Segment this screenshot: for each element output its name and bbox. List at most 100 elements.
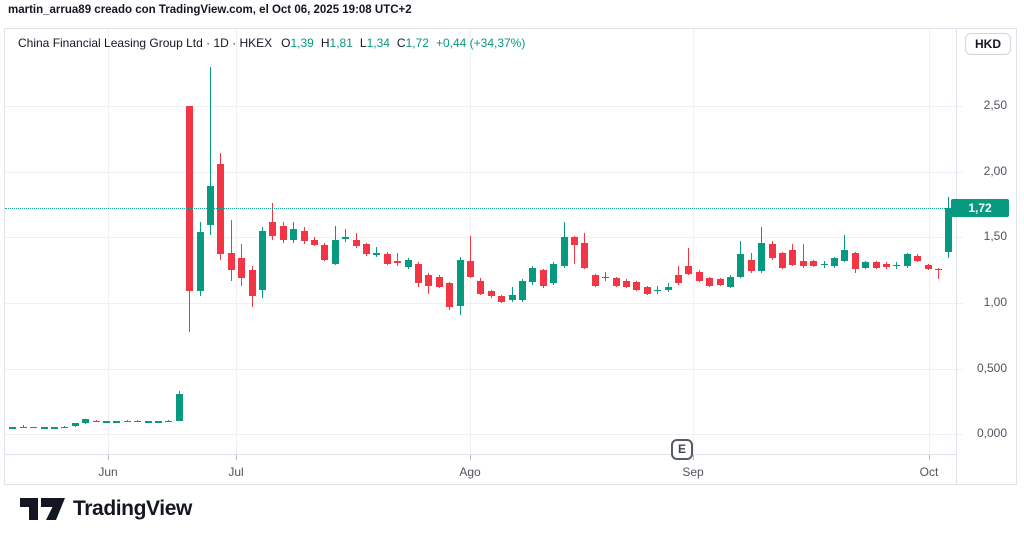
open-value: 1,39 — [290, 36, 314, 50]
candle-body — [19, 426, 27, 428]
candle-wick — [469, 236, 471, 278]
high-value: 1,81 — [329, 36, 353, 50]
chart-card: China Financial Leasing Group Ltd · 1D ·… — [4, 28, 1017, 485]
candle-body — [799, 261, 807, 267]
candle-body — [498, 296, 506, 302]
candle-wick — [511, 287, 513, 302]
candle-body — [539, 270, 547, 286]
candle-body — [165, 420, 173, 423]
month-label: Jul — [228, 465, 244, 479]
currency-button[interactable]: HKD — [965, 33, 1011, 55]
candle-body — [903, 254, 911, 267]
tradingview-logo[interactable]: TradingView — [20, 497, 192, 521]
price-axis-label: 0,000 — [976, 426, 1007, 441]
month-gridline — [236, 29, 237, 454]
month-tick — [470, 455, 471, 460]
price-gridline — [5, 171, 963, 173]
candle-wick — [345, 229, 347, 243]
open-label: O — [281, 36, 291, 50]
candle-body — [113, 421, 121, 423]
high-label: H — [320, 36, 330, 50]
chart-header: China Financial Leasing Group Ltd · 1D ·… — [18, 36, 525, 50]
candle-body — [331, 239, 339, 264]
candle-body — [123, 420, 131, 423]
candle-body — [726, 276, 734, 288]
price-axis[interactable]: 2,50 2,00 1,50 1,00 0,500 0,000 — [956, 29, 1018, 454]
candle-wick — [12, 426, 14, 428]
price-gridline — [5, 434, 963, 436]
candle-body — [446, 283, 454, 307]
candle-wick — [937, 267, 939, 280]
candle-body — [654, 289, 662, 292]
month-label: Oct — [919, 465, 939, 479]
month-gridline — [929, 29, 930, 454]
candle-body — [394, 261, 402, 263]
candle-body — [664, 287, 672, 290]
candle-body — [570, 237, 578, 246]
candle-body — [404, 259, 412, 268]
candle-body — [61, 426, 69, 428]
candle-body — [518, 280, 526, 301]
candle-wick — [230, 220, 232, 281]
candle-wick — [272, 203, 274, 240]
price-axis-label: 1,00 — [983, 295, 1007, 309]
candle-body — [206, 186, 214, 226]
candle-body — [373, 253, 381, 255]
candle-body — [71, 423, 79, 427]
candle-body — [758, 242, 766, 272]
month-tick — [929, 455, 930, 460]
candle-body — [456, 259, 464, 306]
candle-wick — [688, 247, 690, 276]
candle-body — [872, 262, 880, 268]
symbol-title: China Financial Leasing Group Ltd · 1D ·… — [18, 36, 273, 50]
tradingview-logo-icon — [20, 498, 65, 520]
month-gridline — [693, 29, 694, 454]
candle-body — [550, 263, 558, 284]
candle-body — [414, 263, 422, 284]
candle-body — [633, 282, 641, 290]
candle-wick — [677, 266, 679, 285]
candle-body — [258, 230, 266, 290]
candle-body — [851, 253, 859, 269]
candle-body — [581, 242, 589, 268]
candle-body — [134, 420, 142, 423]
ohlc-open: O 1,39 — [281, 36, 314, 50]
month-tick — [236, 455, 237, 460]
candle-body — [591, 275, 599, 286]
close-label: C — [396, 36, 406, 50]
month-label: Sep — [682, 465, 704, 479]
price-gridline — [5, 368, 963, 370]
time-axis[interactable]: Jun Jul Ago Sep Oct — [5, 454, 956, 485]
price-gridline — [5, 105, 963, 107]
ohlc-close: C 1,72 — [397, 36, 429, 50]
candle-wick — [657, 285, 659, 294]
candle-wick — [605, 271, 607, 281]
plot-area[interactable] — [5, 29, 963, 454]
candle-wick — [209, 66, 211, 235]
candle-wick — [844, 234, 846, 263]
current-price-line — [5, 208, 953, 210]
candle-body — [154, 421, 162, 423]
candle-body — [830, 258, 838, 267]
candle-body — [643, 287, 651, 294]
candle-body — [102, 421, 110, 423]
low-label: L — [359, 36, 367, 50]
candle-wick — [147, 420, 149, 422]
price-axis-label: 2,50 — [983, 97, 1007, 112]
candle-body — [144, 421, 152, 423]
footer: TradingView — [20, 497, 192, 521]
candle-body — [342, 237, 350, 239]
month-tick — [108, 455, 109, 460]
price-gridline — [5, 303, 963, 304]
earnings-marker[interactable]: E — [671, 439, 693, 460]
candle-wick — [116, 420, 118, 422]
candle-body — [290, 229, 298, 240]
candle-body — [622, 280, 630, 288]
candle-body — [300, 230, 308, 242]
candle-body — [695, 271, 703, 281]
candle-wick — [802, 243, 804, 268]
candle-body — [269, 221, 277, 236]
candle-body — [934, 268, 942, 271]
candle-body — [321, 245, 329, 260]
candle-body — [487, 291, 495, 297]
